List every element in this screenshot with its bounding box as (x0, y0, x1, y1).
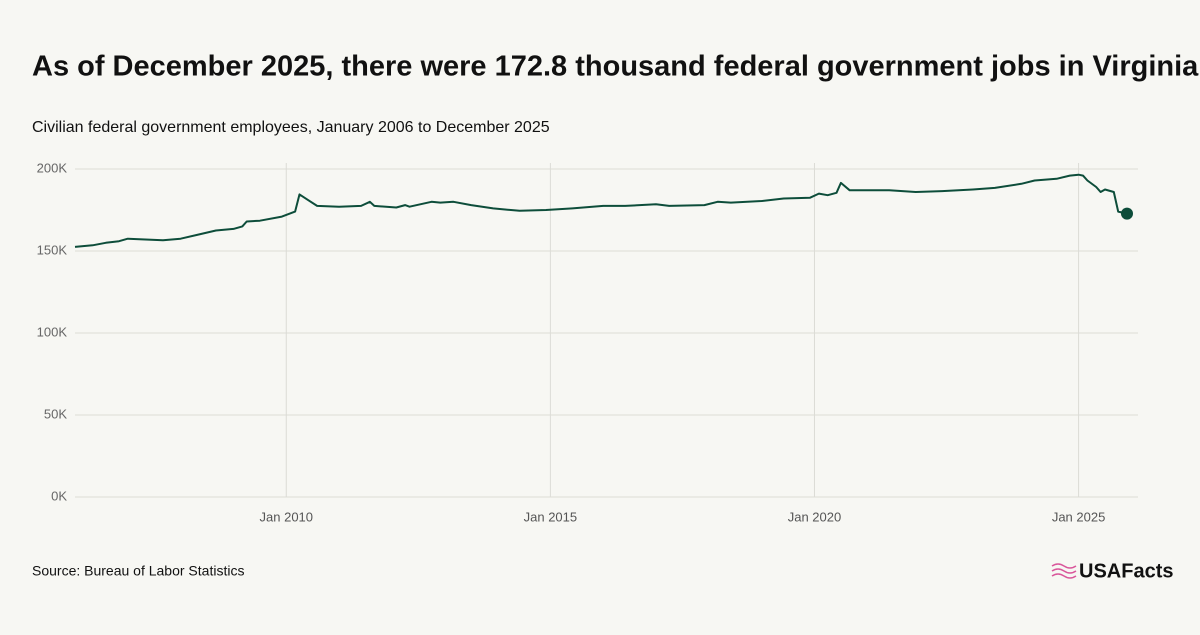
source: Source: Bureau of Labor Statistics (32, 563, 244, 579)
y-tick-label: 0K (51, 488, 67, 503)
brand: USAFacts (1079, 560, 1173, 582)
x-tick-label: Jan 2025 (1052, 509, 1106, 524)
y-tick-label: 100K (37, 324, 68, 339)
x-tick-label: Jan 2015 (524, 509, 578, 524)
x-tick-label: Jan 2010 (260, 509, 314, 524)
line (74, 173, 1128, 248)
x-tick-label: Jan 2020 (788, 509, 842, 524)
logo-icon (1051, 563, 1077, 579)
end-point (1121, 207, 1133, 220)
chart-title: As of December 2025, there were 172.8 th… (32, 51, 1200, 83)
y-tick-label: 150K (37, 242, 68, 257)
y-tick-label: 200K (37, 160, 68, 175)
chart-subtitle: Civilian federal government employees, J… (32, 119, 550, 136)
y-tick-label: 50K (44, 406, 67, 421)
